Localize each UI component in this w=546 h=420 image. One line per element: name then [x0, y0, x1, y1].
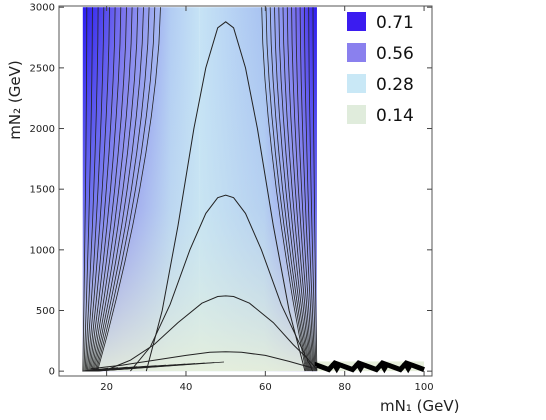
contour-edge-left	[94, 7, 205, 372]
contour-edge-right	[261, 7, 307, 372]
contour-tail-notch	[378, 363, 391, 374]
y-tick-label: 3000	[30, 3, 55, 14]
contour-edge-right	[278, 7, 310, 372]
legend-label: 0.14	[376, 106, 414, 126]
contour-edge-right	[282, 7, 311, 372]
x-ticks: 20 40 60 80 100	[100, 6, 434, 393]
contour-edge-left	[95, 7, 215, 372]
legend-swatch	[347, 12, 366, 31]
contour-edge-left	[90, 7, 167, 372]
legend-label: 0.28	[376, 75, 414, 95]
y-tick-label: 1000	[30, 245, 55, 256]
contour-edge-right	[312, 7, 318, 372]
contour-edge-right	[286, 7, 312, 372]
contour-edge-left	[89, 7, 157, 372]
contour-peak_2900	[145, 21, 306, 372]
contour-peak_160	[90, 351, 314, 370]
x-tick-label: 40	[180, 382, 193, 393]
contour-lines	[82, 7, 425, 374]
contour-edge-left	[82, 7, 99, 372]
region-vertical-fade	[82, 7, 317, 372]
legend-label: 0.71	[376, 13, 414, 33]
legend-swatch	[347, 43, 366, 62]
contour-edge-right	[308, 7, 317, 372]
contour-edge-left	[92, 7, 186, 372]
contour-edge-right	[274, 7, 310, 372]
y-axis-label: mN₂ (GeV)	[6, 60, 24, 139]
x-tick-label: 80	[338, 382, 351, 393]
contour-tail-notch	[354, 363, 367, 374]
y-tick-label: 500	[36, 306, 55, 317]
contour-edge-left	[88, 7, 147, 372]
contour-edge-left	[91, 7, 176, 372]
x-tick-label: 20	[100, 382, 113, 393]
legend: 0.71 0.56 0.28 0.14	[347, 12, 414, 126]
contour-edge-right	[299, 7, 315, 372]
legend-swatch	[347, 105, 366, 124]
contour-edge-left	[85, 7, 128, 372]
contour-edge-right	[295, 7, 314, 372]
contour-edge-left	[96, 7, 225, 372]
contour-edge-right	[291, 7, 313, 372]
y-tick-label: 1500	[30, 185, 55, 196]
y-tick-label: 2000	[30, 124, 55, 135]
x-tick-label: 60	[259, 382, 272, 393]
x-axis-label: mN₁ (GeV)	[380, 397, 459, 415]
contour-edge-right	[304, 7, 316, 372]
contour-peak_1450	[130, 194, 314, 372]
y-ticks: 0 500 1000 1500 2000 2500 3000	[30, 3, 432, 378]
contour-edge-left	[86, 7, 138, 372]
legend-label: 0.56	[376, 44, 414, 64]
contour-edge-left	[84, 7, 119, 372]
contour-edge-right	[269, 7, 309, 372]
x-tick-label: 100	[415, 382, 434, 393]
contour-tail-notch	[330, 363, 343, 374]
contour-edge-right	[265, 7, 308, 372]
y-tick-label: 2500	[30, 63, 55, 74]
y-tick-label: 0	[49, 367, 55, 378]
contour-tail-notch	[402, 363, 415, 374]
contour-edge-left	[93, 7, 196, 372]
contour-edge-left	[83, 7, 109, 372]
contour-peak_620	[106, 295, 318, 371]
legend-swatch	[347, 74, 366, 93]
